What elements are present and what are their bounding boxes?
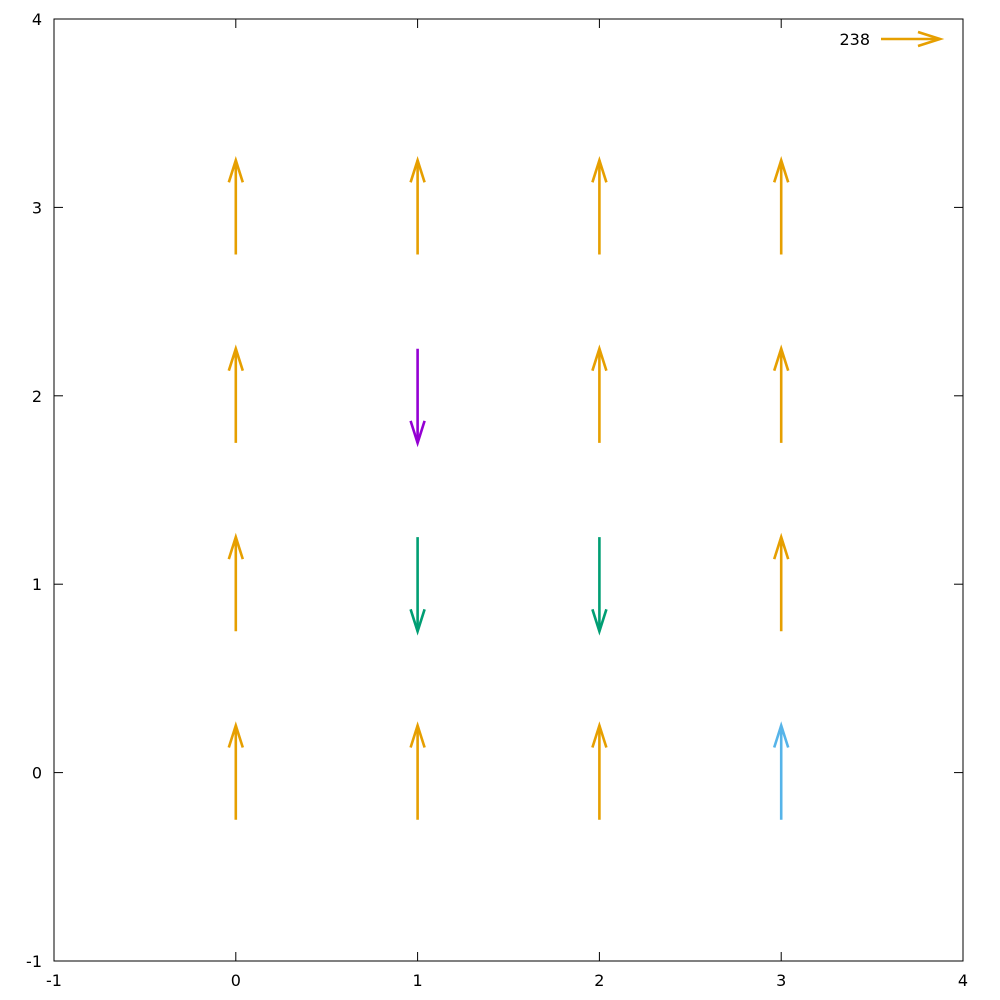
vectors-layer (227, 156, 790, 820)
y-tick-label: 2 (32, 387, 42, 406)
vector-arrow (227, 721, 245, 820)
vector-arrow (409, 348, 426, 448)
vector-arrow (772, 156, 790, 255)
vector-arrow (772, 532, 790, 632)
vector-arrow (409, 156, 426, 255)
vector-arrow (772, 721, 790, 820)
vector-arrow (227, 532, 245, 632)
x-tick-label: 0 (231, 971, 241, 990)
vector-arrow (772, 344, 790, 443)
labels-layer: -1 0 1 2 3 4 -1 0 1 2 3 4 (26, 10, 968, 990)
vector-arrow (227, 344, 245, 443)
x-tick-label: 2 (594, 971, 604, 990)
plot-frame (53, 18, 964, 962)
y-tick-label: 3 (32, 198, 42, 217)
vector-arrow (591, 721, 608, 820)
x-tick-label: -1 (46, 971, 62, 990)
y-tick-label: 4 (32, 10, 42, 29)
y-tick-label: -1 (26, 952, 42, 971)
vector-arrow (409, 537, 426, 636)
y-tick-label: 1 (32, 575, 42, 594)
x-tick-label: 1 (413, 971, 423, 990)
vector-arrow (591, 537, 608, 636)
vector-arrow (591, 156, 608, 255)
vector-arrow (591, 344, 608, 443)
vector-arrow (409, 721, 426, 820)
vector-arrow (227, 156, 245, 255)
x-tick-label: 3 (776, 971, 786, 990)
legend-sample-arrow (881, 30, 945, 48)
x-tick-label: 4 (958, 971, 968, 990)
y-tick-label: 0 (32, 764, 42, 783)
legend-label: 238 (839, 30, 870, 49)
legend: 238 (839, 30, 945, 49)
